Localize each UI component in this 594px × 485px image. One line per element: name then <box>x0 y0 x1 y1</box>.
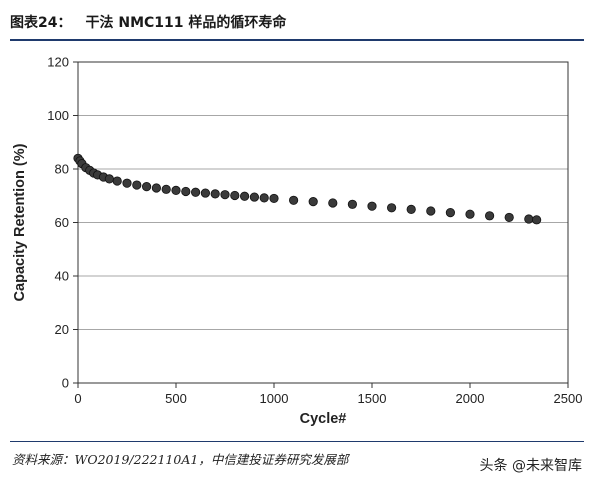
data-point <box>504 212 514 223</box>
x-axis-title: Cycle# <box>300 411 347 427</box>
y-tick-label: 100 <box>47 108 69 123</box>
data-point <box>122 178 132 188</box>
data-point <box>181 186 191 197</box>
data-point <box>532 215 542 225</box>
watermark: 头条 @未来智库 <box>479 458 582 474</box>
chart-container: 0 20 40 60 80 100 120 0 500 1000 1500 2000 2500 Cycl… <box>0 44 594 434</box>
figure-header: 图表24： 干法 NMC111 样品的循环寿命 <box>10 12 584 38</box>
x-tick-label: 500 <box>165 391 187 406</box>
x-tick-label: 2000 <box>456 391 485 406</box>
data-point <box>328 198 338 208</box>
figure-label: 图表24： <box>10 15 72 31</box>
figure-title: 干法 NMC111 样品的循环寿命 <box>85 15 287 31</box>
data-point <box>104 174 114 184</box>
data-point <box>240 191 250 201</box>
data-point <box>269 193 279 204</box>
data-point <box>288 195 299 205</box>
data-point <box>210 189 220 199</box>
data-point <box>161 184 171 194</box>
data-point <box>347 199 357 209</box>
source-note: 资料来源：WO2019/222110A1，中信建投证券研究发展部 <box>12 452 349 467</box>
footer-divider <box>10 441 584 442</box>
y-axis-title: Capacity Retention (%) <box>12 143 28 301</box>
data-point <box>445 208 455 218</box>
plot-frame <box>77 61 569 384</box>
y-tick-label: 60 <box>55 215 69 230</box>
y-tick-label: 120 <box>47 55 69 70</box>
y-tick-label: 40 <box>55 269 69 284</box>
tick-labels: 0 20 40 60 80 100 120 0 500 1000 1500 2000 2500 <box>47 55 582 407</box>
data-point <box>484 211 495 221</box>
x-tick-label: 1500 <box>358 391 387 406</box>
data-point <box>367 201 377 211</box>
y-tick-label: 0 <box>62 376 69 391</box>
data-point <box>132 180 142 190</box>
data-point <box>191 187 201 197</box>
data-marks <box>73 153 542 225</box>
data-point <box>308 197 318 207</box>
data-point <box>220 190 230 200</box>
y-tick-label: 20 <box>55 322 69 337</box>
data-point <box>142 182 152 192</box>
data-point <box>151 183 161 193</box>
data-point <box>465 209 475 219</box>
capacity-retention-chart: 0 20 40 60 80 100 120 0 500 1000 1500 2000 2500 Cycl… <box>12 55 582 428</box>
data-point <box>200 188 210 198</box>
data-point <box>406 204 416 214</box>
data-point <box>259 193 269 203</box>
data-point <box>426 206 436 216</box>
data-point <box>524 214 534 224</box>
y-tick-label: 80 <box>55 162 69 177</box>
data-point <box>171 185 181 195</box>
data-point <box>112 176 122 186</box>
data-point <box>230 190 240 201</box>
header-divider <box>10 39 584 41</box>
data-point <box>386 203 397 213</box>
x-tick-label: 1000 <box>260 391 289 406</box>
x-tick-label: 2500 <box>554 391 583 406</box>
data-point <box>249 192 259 202</box>
grid-layer <box>73 61 569 388</box>
x-tick-label: 0 <box>74 391 81 406</box>
